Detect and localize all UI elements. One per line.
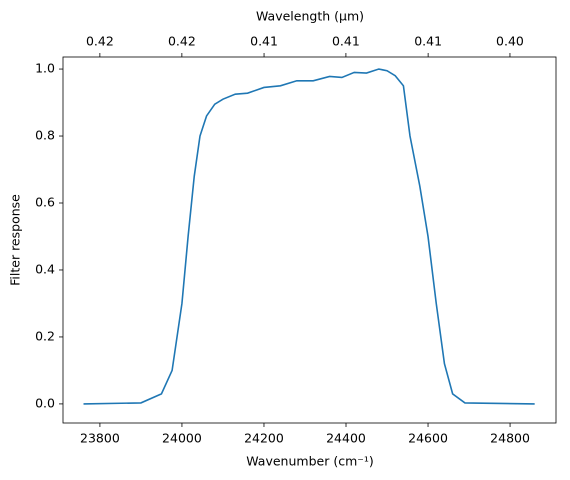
x2-tick-label: 0.42 <box>168 34 196 49</box>
x-tick-label: 24000 <box>162 431 202 446</box>
x-tick-label: 24200 <box>244 431 284 446</box>
x2-tick-label: 0.42 <box>86 34 114 49</box>
x-tick-label: 24800 <box>490 431 530 446</box>
y-tick-label: 0.0 <box>35 395 55 410</box>
x2-tick-label: 0.41 <box>332 34 360 49</box>
y-tick-label: 1.0 <box>35 61 55 76</box>
axes-frame <box>62 56 557 424</box>
x2-tick-label: 0.41 <box>414 34 442 49</box>
x2-axis-label: Wavelength (μm) <box>256 9 364 24</box>
x-tick-label: 24400 <box>326 431 366 446</box>
data-line <box>83 68 535 405</box>
y-tick-label: 0.2 <box>35 328 55 343</box>
y-tick-label: 0.4 <box>35 261 55 276</box>
y-axis-label: Filter response <box>8 194 23 286</box>
y-tick-label: 0.8 <box>35 128 55 143</box>
y-tick-label: 0.6 <box>35 194 55 209</box>
x-tick-label: 23800 <box>80 431 120 446</box>
x-axis-label: Wavenumber (cm⁻¹) <box>246 454 373 469</box>
x-tick-label: 24600 <box>408 431 448 446</box>
x2-tick-label: 0.40 <box>496 34 524 49</box>
x2-tick-label: 0.41 <box>250 34 278 49</box>
